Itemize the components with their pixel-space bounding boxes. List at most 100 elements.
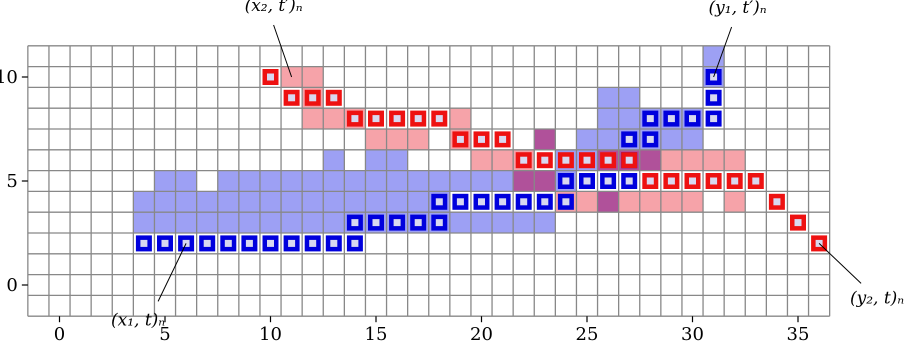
blue-path-cell-inner bbox=[351, 239, 359, 247]
annotation-label-y2-t: (y₂, t)ₙ bbox=[850, 288, 904, 308]
annotation-label-x2-tp: (x₂, t′)ₙ bbox=[245, 0, 303, 16]
blue-region-cell bbox=[217, 191, 239, 213]
annotation-leader-y1-tp bbox=[713, 26, 733, 78]
red-path-cell-inner bbox=[794, 219, 802, 227]
x-tick-label: 0 bbox=[54, 324, 65, 345]
red-path-cell-inner bbox=[541, 156, 549, 164]
blue-region-cell bbox=[597, 129, 619, 150]
red-path-cell-inner bbox=[689, 177, 696, 185]
annotation-layer: (x₁, t)ₙ (x₂, t′)ₙ (y₁, t′)ₙ (y₂, t)ₙ bbox=[111, 0, 904, 330]
red-path-cell-inner bbox=[393, 115, 401, 123]
blue-region-cell bbox=[154, 191, 176, 213]
blue-region-cell bbox=[660, 129, 682, 150]
blue-path-cell-inner bbox=[161, 239, 169, 247]
overlap-region-cell bbox=[534, 170, 556, 192]
red-path-cell-inner bbox=[752, 177, 760, 185]
red-region-cell bbox=[639, 191, 661, 213]
blue-region-cell bbox=[492, 170, 514, 192]
blue-region-cell bbox=[618, 87, 640, 109]
red-region-cell bbox=[681, 191, 704, 213]
red-region-cell bbox=[724, 149, 746, 171]
red-path-cell-inner bbox=[309, 94, 317, 102]
red-path-cell-inner bbox=[351, 115, 359, 123]
red-path-cell-inner bbox=[625, 156, 633, 164]
blue-region-cell bbox=[154, 212, 176, 233]
blue-region-cell bbox=[238, 191, 260, 213]
blue-region-cell bbox=[386, 170, 408, 192]
blue-path-cell-inner bbox=[140, 239, 148, 247]
blue-region-cell bbox=[302, 191, 324, 213]
blue-path-cell-inner bbox=[224, 239, 232, 247]
blue-region-cell bbox=[323, 170, 345, 192]
red-region-cell bbox=[470, 149, 493, 171]
blue-region-cell bbox=[281, 212, 303, 233]
red-region-cell bbox=[302, 66, 324, 88]
blue-path-cell-inner bbox=[456, 198, 464, 206]
blue-region-cell bbox=[597, 108, 619, 129]
blue-path-cell-inner bbox=[478, 198, 485, 206]
blue-region-cell bbox=[449, 170, 471, 192]
red-path-cell-inner bbox=[499, 135, 507, 143]
blue-path-cell-inner bbox=[267, 239, 274, 247]
annotation-leader-y2-t bbox=[818, 243, 862, 284]
red-path-cell-inner bbox=[456, 135, 464, 143]
blue-region-cell bbox=[196, 212, 218, 233]
red-region-cell bbox=[660, 191, 682, 213]
blue-region-cell bbox=[365, 191, 387, 213]
red-path-cell-inner bbox=[773, 198, 781, 206]
red-path-cell-inner bbox=[435, 115, 443, 123]
annotation-label-y1-tp: (y₁, t′)ₙ bbox=[709, 0, 767, 18]
blue-path-cell-inner bbox=[203, 239, 211, 247]
axis-layer: 0 5 10 15 20 25 30 35 0 5 10 bbox=[0, 67, 809, 345]
blue-region-cell bbox=[576, 129, 598, 150]
blue-path-cell-inner bbox=[562, 177, 570, 185]
blue-region-cell bbox=[196, 191, 218, 213]
red-region-cell bbox=[386, 129, 408, 150]
blue-region-cell bbox=[175, 170, 197, 192]
blue-region-cell bbox=[259, 170, 282, 192]
blue-path-cell-inner bbox=[689, 115, 696, 123]
blue-path-cell-inner bbox=[499, 198, 507, 206]
blue-region-cell bbox=[449, 212, 471, 233]
blue-region-cell bbox=[175, 191, 197, 213]
overlap-region-cell bbox=[597, 191, 619, 213]
path-layer bbox=[135, 69, 828, 252]
blue-path-cell-inner bbox=[646, 135, 654, 143]
blue-region-cell bbox=[470, 212, 493, 233]
blue-path-cell-inner bbox=[710, 94, 718, 102]
blue-region-cell bbox=[407, 191, 429, 213]
annotation-leader-x1-t bbox=[157, 243, 187, 302]
red-path-cell-inner bbox=[583, 156, 591, 164]
x-tick-label: 15 bbox=[365, 324, 388, 345]
blue-region-cell bbox=[133, 191, 155, 213]
red-region-cell bbox=[724, 191, 746, 213]
red-path-cell-inner bbox=[372, 115, 380, 123]
red-region-cell bbox=[407, 129, 429, 150]
blue-region-cell bbox=[259, 212, 282, 233]
x-tick-label: 25 bbox=[576, 324, 599, 345]
red-path-cell-inner bbox=[731, 177, 739, 185]
red-path-cell-inner bbox=[710, 177, 718, 185]
blue-path-cell-inner bbox=[435, 219, 443, 227]
red-region-cell bbox=[703, 149, 725, 171]
blue-region-cell bbox=[492, 212, 514, 233]
blue-path-cell-inner bbox=[625, 177, 633, 185]
red-path-cell-inner bbox=[267, 73, 274, 81]
blue-path-cell-inner bbox=[351, 219, 359, 227]
blue-region-cell bbox=[513, 212, 535, 233]
annotation-label-x1-t: (x₁, t)ₙ bbox=[111, 310, 165, 330]
blue-region-cell bbox=[344, 170, 366, 192]
blue-path-cell-inner bbox=[604, 177, 612, 185]
blue-path-cell-inner bbox=[245, 239, 253, 247]
overlap-region-cell bbox=[513, 170, 535, 192]
blue-region-cell bbox=[259, 191, 282, 213]
blue-region-cell bbox=[323, 149, 345, 171]
red-path-cell-inner bbox=[520, 156, 528, 164]
blue-path-cell-inner bbox=[646, 115, 654, 123]
blue-path-cell-inner bbox=[414, 219, 422, 227]
red-region-cell bbox=[492, 149, 514, 171]
red-region-cell bbox=[618, 191, 640, 213]
y-tick-label: 0 bbox=[6, 275, 17, 296]
